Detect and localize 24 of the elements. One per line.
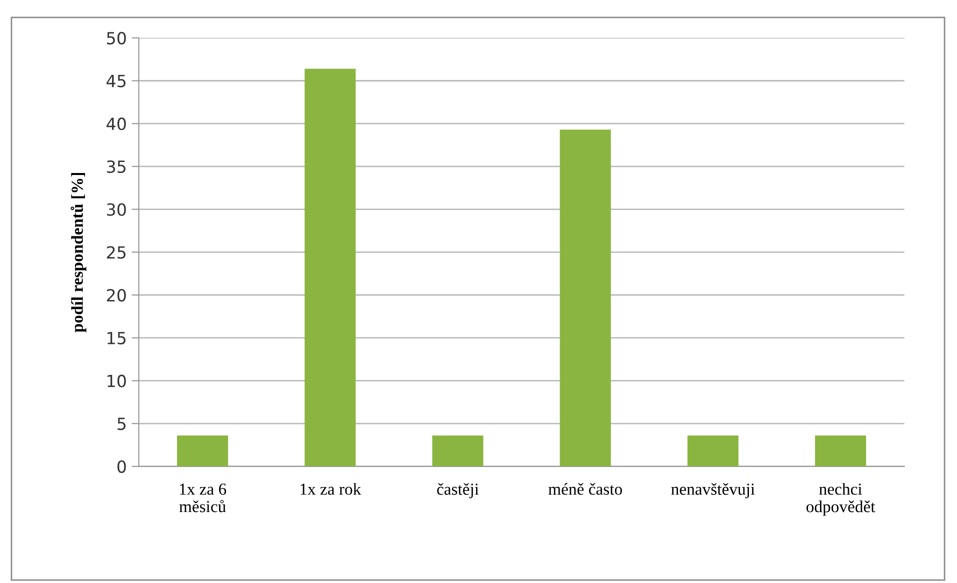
x-tick-label: nechci odpovědět xyxy=(806,483,876,516)
bar xyxy=(687,436,738,466)
y-tick-label: 50 xyxy=(107,32,126,44)
x-tick-label: častěji xyxy=(437,483,479,498)
y-tick-label: 40 xyxy=(106,118,126,130)
x-tick-label: 1x za 6 měsiců xyxy=(179,484,226,512)
y-tick-label: 30 xyxy=(107,203,126,216)
bar xyxy=(177,436,228,466)
bar xyxy=(432,436,484,466)
y-tick-label: 15 xyxy=(108,332,126,344)
x-tick-label: nenavštěvuji xyxy=(671,483,755,498)
y-tick-label: 20 xyxy=(106,288,126,302)
y-tick-label: 35 xyxy=(107,160,126,174)
y-axis-title: podíl respondentů [%] xyxy=(70,172,86,332)
y-tick-label: 25 xyxy=(106,246,126,259)
y-tick-label: 10 xyxy=(108,374,126,388)
bar xyxy=(304,68,356,466)
x-tick-label: méně často xyxy=(548,483,622,495)
y-tick-label: 0 xyxy=(117,460,126,473)
x-tick-label: 1x za rok xyxy=(300,483,362,495)
y-tick-label: 45 xyxy=(106,74,126,88)
y-tick-label: 5 xyxy=(118,418,126,430)
bar xyxy=(560,130,611,466)
bar xyxy=(815,436,866,466)
